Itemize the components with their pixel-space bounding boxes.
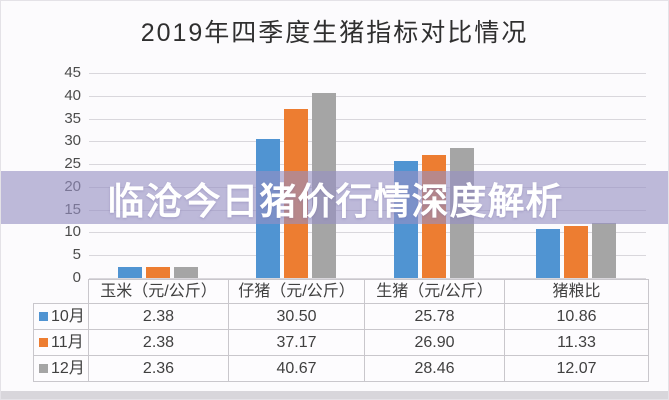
row-label: 10月 bbox=[35, 305, 88, 329]
y-axis-tick-label: 30 bbox=[64, 132, 81, 149]
row-label-text: 10月 bbox=[51, 308, 85, 325]
table-cell-11月-1: 37.17 bbox=[228, 329, 365, 356]
table-cell-12月-0: 2.36 bbox=[88, 355, 229, 382]
table-col-header-2: 生猪（元/公斤） bbox=[364, 279, 505, 304]
y-axis-tick-label: 35 bbox=[64, 110, 81, 127]
bottom-gray-band bbox=[1, 391, 668, 399]
table-corner-blank bbox=[34, 280, 89, 304]
table-cell-10月-2: 25.78 bbox=[364, 303, 505, 330]
table-cell-12月-3: 12.07 bbox=[504, 355, 649, 382]
gridline bbox=[89, 278, 646, 279]
y-axis-tick-label: 5 bbox=[72, 246, 81, 263]
y-axis-tick-label: 45 bbox=[64, 64, 81, 81]
table-cell-10月-0: 2.38 bbox=[88, 303, 229, 330]
bar-11月-cat3 bbox=[564, 226, 588, 278]
legend-marker-icon bbox=[39, 364, 48, 373]
gridline bbox=[89, 232, 646, 233]
bar-12月-cat3 bbox=[592, 223, 616, 278]
table-row-11月: 11月 2.38 37.17 26.90 11.33 bbox=[33, 329, 649, 356]
bar-12月-cat0 bbox=[174, 267, 198, 278]
legend-marker-icon bbox=[39, 338, 48, 347]
table-cell-11月-2: 26.90 bbox=[364, 329, 505, 356]
table-cell-10月-1: 30.50 bbox=[228, 303, 365, 330]
row-label-cell-12月: 12月 bbox=[33, 355, 89, 382]
gridline bbox=[89, 73, 646, 74]
y-axis-tick-label: 25 bbox=[64, 155, 81, 172]
legend-marker-icon bbox=[39, 312, 48, 321]
bar-10月-cat0 bbox=[118, 267, 142, 278]
gridline bbox=[89, 119, 646, 120]
chart-title: 2019年四季度生猪指标对比情况 bbox=[140, 19, 529, 47]
row-label: 12月 bbox=[35, 357, 88, 381]
row-label-text: 11月 bbox=[51, 334, 84, 351]
bar-11月-cat0 bbox=[146, 267, 170, 278]
table-cell-11月-0: 2.38 bbox=[88, 329, 229, 356]
table-header-row: 玉米（元/公斤） 仔猪（元/公斤） 生猪（元/公斤） 猪粮比 bbox=[34, 279, 649, 304]
gridline bbox=[89, 255, 646, 256]
row-label-cell-10月: 10月 bbox=[33, 303, 89, 330]
table-cell-12月-1: 40.67 bbox=[228, 355, 365, 382]
table-row-12月: 12月 2.36 40.67 28.46 12.07 bbox=[33, 355, 649, 382]
table-cell-12月-2: 28.46 bbox=[364, 355, 505, 382]
table-col-header-0: 玉米（元/公斤） bbox=[88, 279, 229, 304]
table-row-10月: 10月 2.38 30.50 25.78 10.86 bbox=[33, 303, 649, 330]
row-label-cell-11月: 11月 bbox=[33, 329, 89, 356]
gridline bbox=[89, 96, 646, 97]
table-col-header-1: 仔猪（元/公斤） bbox=[228, 279, 365, 304]
table-cell-10月-3: 10.86 bbox=[504, 303, 649, 330]
table-cell-11月-3: 11.33 bbox=[504, 329, 649, 356]
table-col-header-3: 猪粮比 bbox=[504, 279, 649, 304]
overlay-banner-text: 临沧今日猪价行情深度解析 bbox=[107, 180, 564, 222]
y-axis-tick-label: 40 bbox=[64, 87, 81, 104]
row-label-text: 12月 bbox=[51, 360, 85, 377]
bar-10月-cat3 bbox=[536, 228, 560, 278]
y-axis-tick-label: 0 bbox=[72, 269, 81, 286]
gridline bbox=[89, 141, 646, 142]
row-label: 11月 bbox=[35, 331, 88, 355]
overlay-banner: 临沧今日猪价行情深度解析 bbox=[1, 171, 668, 224]
chart-data-table: 玉米（元/公斤） 仔猪（元/公斤） 生猪（元/公斤） 猪粮比 10月 2.38 30.50… bbox=[33, 279, 649, 382]
gridline bbox=[89, 164, 646, 165]
y-axis-tick-label: 10 bbox=[64, 223, 81, 240]
